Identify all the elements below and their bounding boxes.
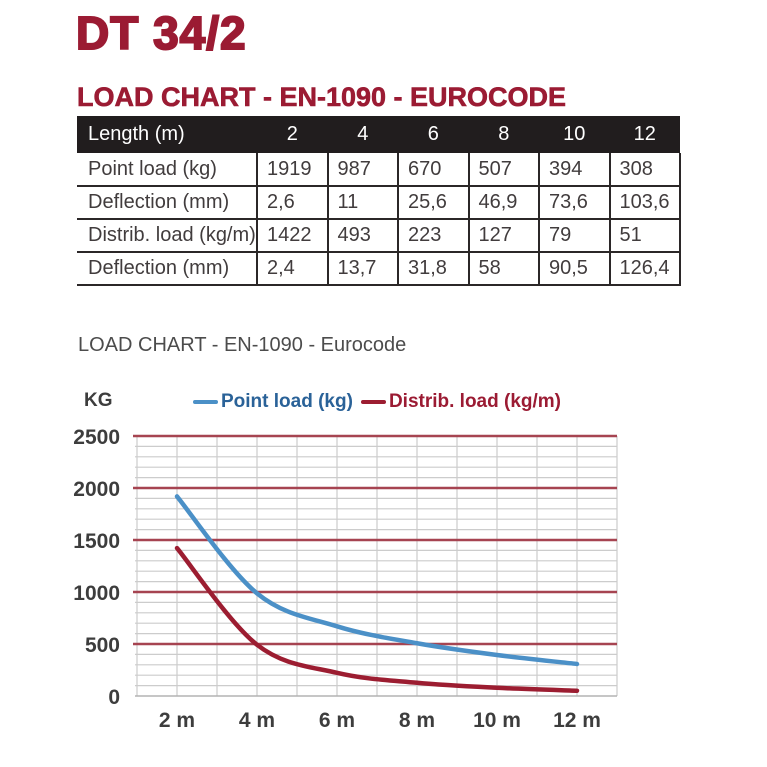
table-row: Deflection (mm) 2,6 11 25,6 46,9 73,6 103,6 <box>77 185 681 219</box>
value-cell: 79 <box>538 218 610 252</box>
value-cell: 13,7 <box>326 251 398 286</box>
svg-text:12 m: 12 m <box>553 709 601 732</box>
value-cell: 394 <box>538 153 610 186</box>
table-row: Distrib. load (kg/m) 1422 493 223 127 79 51 <box>77 218 681 252</box>
major-gridlines <box>133 434 617 646</box>
vertical-gridlines <box>136 436 618 696</box>
value-cell: 25,6 <box>397 185 469 219</box>
table-body: Point load (kg) 1919 987 670 507 394 308 Deflec… <box>77 153 681 286</box>
value-cell: 11 <box>326 185 398 219</box>
x-axis-tick-labels: 2 m 4 m 6 m 8 m 10 m 12 m <box>159 709 601 732</box>
table-row: Deflection (mm) 2,4 13,7 31,8 58 90,5 126,4 <box>77 251 681 286</box>
value-cell: 2,4 <box>256 251 328 286</box>
svg-text:1000: 1000 <box>73 582 120 605</box>
section-heading: LOAD CHART - EN-1090 - EUROCODE <box>77 82 567 113</box>
value-cell: 987 <box>326 153 398 186</box>
chart-subtitle: LOAD CHART - EN-1090 - Eurocode <box>78 334 407 356</box>
y-axis-unit-label: KG <box>84 390 113 411</box>
page-title: DT 34/2 <box>75 6 247 60</box>
value-cell: 127 <box>467 218 539 252</box>
row-label: Point load (kg) <box>77 153 257 186</box>
legend-distrib-load: Distrib. load (kg/m) <box>388 391 562 412</box>
value-cell: 308 <box>608 153 681 186</box>
svg-text:2 m: 2 m <box>159 709 195 732</box>
header-cell: 8 <box>468 116 539 153</box>
legend-point-load: Point load (kg) <box>221 391 353 412</box>
y-axis-tick-labels: 0 500 1000 1500 2000 2500 <box>73 426 120 709</box>
row-label: Distrib. load (kg/m) <box>77 218 257 252</box>
chart-legend: Point load (kg) Distrib. load (kg/m) <box>193 391 561 413</box>
minor-gridlines <box>135 445 617 687</box>
table-header-row: Length (m) 2 4 6 8 10 12 <box>77 116 680 153</box>
header-cell: 2 <box>257 116 328 153</box>
load-chart: 0 500 1000 1500 2000 2500 2 m 4 m 6 m 8 m 10 m 12 … <box>73 426 618 732</box>
header-cell: 10 <box>539 116 610 153</box>
svg-text:2000: 2000 <box>73 478 120 501</box>
header-cell: 12 <box>609 116 680 153</box>
distrib-load-line-swatch <box>360 400 386 404</box>
point-load-line-swatch <box>193 400 218 404</box>
value-cell: 1422 <box>256 218 328 252</box>
value-cell: 223 <box>397 218 469 252</box>
header-cell: 4 <box>327 116 398 153</box>
row-label: Deflection (mm) <box>77 251 257 286</box>
value-cell: 103,6 <box>608 185 681 219</box>
series-line-point-load <box>174 494 580 667</box>
row-label: Deflection (mm) <box>77 185 257 219</box>
value-cell: 46,9 <box>467 185 539 219</box>
value-cell: 670 <box>397 153 469 186</box>
value-cell: 2,6 <box>256 185 328 219</box>
value-cell: 58 <box>467 251 539 286</box>
series-line-distrib-load <box>174 545 580 693</box>
table-row: Point load (kg) 1919 987 670 507 394 308 <box>77 153 681 186</box>
svg-text:6 m: 6 m <box>319 709 355 732</box>
svg-text:2500: 2500 <box>73 426 120 449</box>
value-cell: 126,4 <box>608 251 681 286</box>
svg-text:8 m: 8 m <box>399 709 435 732</box>
header-cell: Length (m) <box>77 116 257 153</box>
svg-text:4 m: 4 m <box>239 709 275 732</box>
value-cell: 51 <box>608 218 681 252</box>
value-cell: 1919 <box>256 153 328 186</box>
value-cell: 73,6 <box>538 185 610 219</box>
value-cell: 493 <box>326 218 398 252</box>
data-series <box>174 494 580 693</box>
value-cell: 90,5 <box>538 251 610 286</box>
value-cell: 31,8 <box>397 251 469 286</box>
svg-text:500: 500 <box>85 634 120 657</box>
load-table: Length (m) 2 4 6 8 10 12 Point load (kg) 1919 98… <box>77 116 681 286</box>
svg-text:10 m: 10 m <box>473 709 521 732</box>
header-cell: 6 <box>398 116 469 153</box>
svg-text:1500: 1500 <box>73 530 120 553</box>
svg-text:0: 0 <box>108 686 120 709</box>
value-cell: 507 <box>467 153 539 186</box>
